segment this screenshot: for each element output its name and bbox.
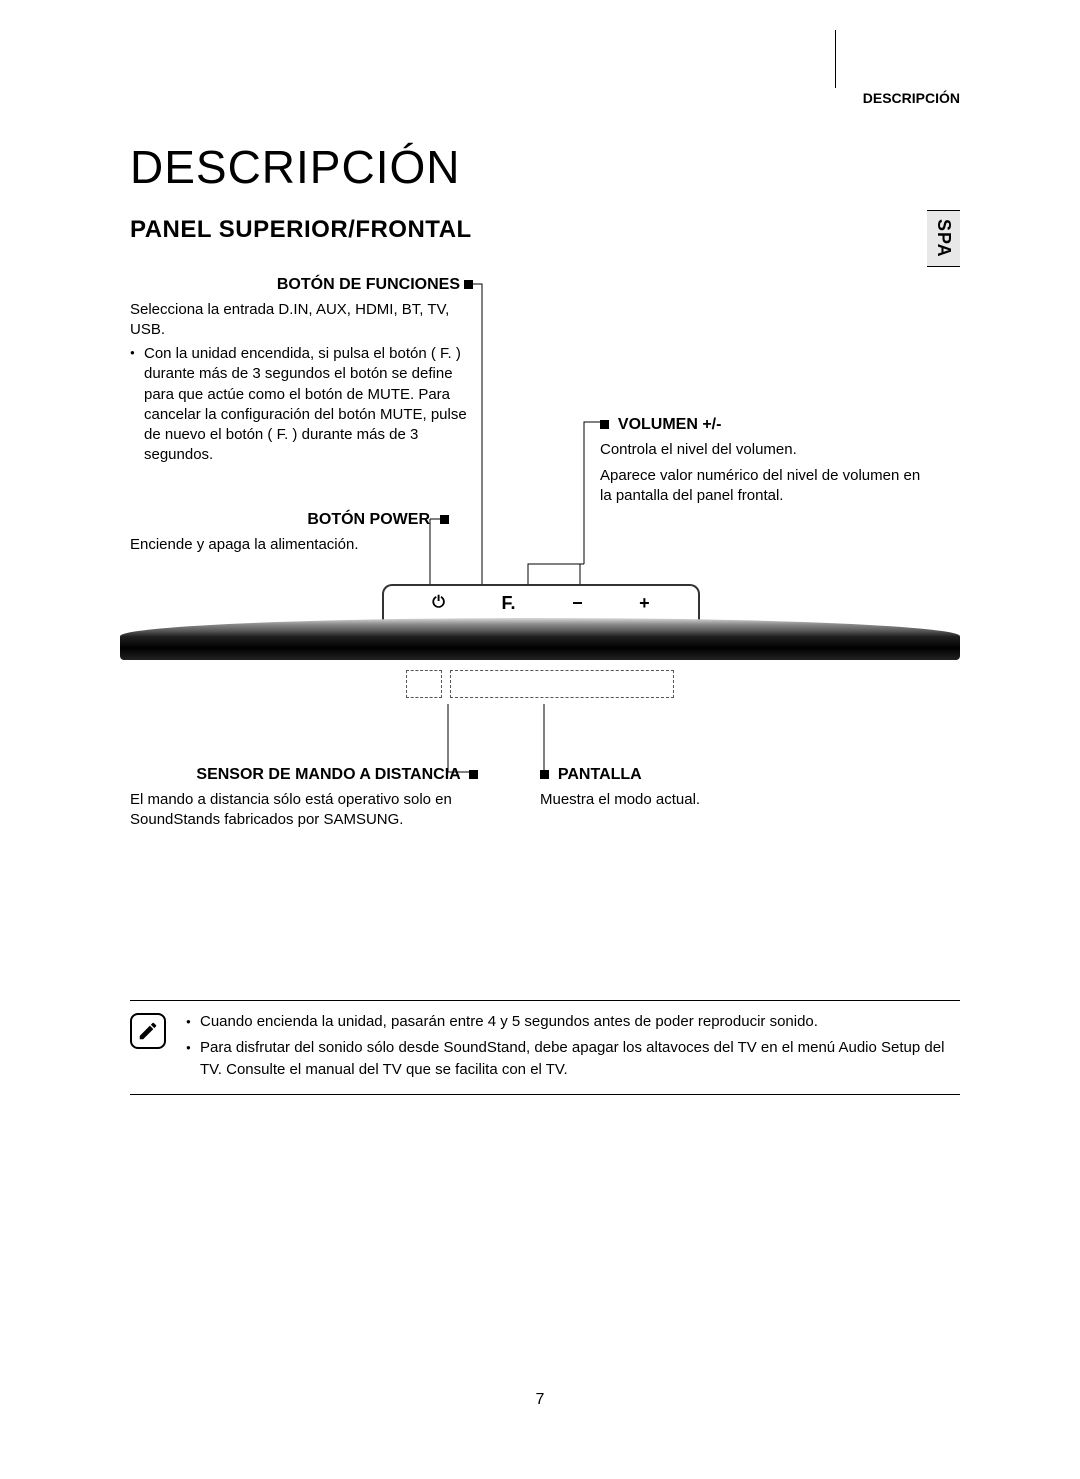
remote-sensor-box bbox=[406, 670, 442, 698]
divider bbox=[130, 1094, 960, 1095]
header-divider bbox=[835, 30, 836, 88]
device-top-panel: ⏻ F. − + bbox=[382, 584, 700, 620]
callout-title-text: SENSOR DE MANDO A DISTANCIA bbox=[196, 766, 460, 783]
callout-bullet: Con la unidad encendida, si pulsa el bot… bbox=[130, 344, 470, 466]
callout-title: BOTÓN POWER bbox=[130, 509, 440, 531]
language-tab: SPA bbox=[927, 210, 960, 267]
page-number: 7 bbox=[0, 1391, 1080, 1409]
callout-title: PANTALLA bbox=[540, 764, 790, 786]
plus-icon: + bbox=[639, 593, 650, 614]
callout-title-text: VOLUMEN +/- bbox=[618, 416, 722, 433]
device-front-panel bbox=[398, 664, 686, 712]
note-item: Para disfrutar del sonido sólo desde Sou… bbox=[186, 1037, 960, 1081]
manual-page: DESCRIPCIÓN SPA DESCRIPCIÓN PANEL SUPERI… bbox=[0, 0, 1080, 1479]
callout-desc: Selecciona la entrada D.IN, AUX, HDMI, B… bbox=[130, 300, 470, 341]
callout-desc: El mando a distancia sólo está operativo… bbox=[130, 790, 480, 831]
notes-list: Cuando encienda la unidad, pasarán entre… bbox=[186, 1011, 960, 1084]
callout-desc: Muestra el modo actual. bbox=[540, 790, 790, 810]
note-item: Cuando encienda la unidad, pasarán entre… bbox=[186, 1011, 960, 1033]
callout-title: SENSOR DE MANDO A DISTANCIA bbox=[130, 764, 480, 786]
section-title: PANEL SUPERIOR/FRONTAL bbox=[130, 216, 960, 244]
connector-box bbox=[469, 770, 478, 779]
callout-sensor: SENSOR DE MANDO A DISTANCIA El mando a d… bbox=[130, 764, 480, 830]
notes-section: Cuando encienda la unidad, pasarán entre… bbox=[130, 1000, 960, 1095]
connector-box bbox=[600, 420, 609, 429]
callout-desc: Enciende y apaga la alimentación. bbox=[130, 535, 440, 555]
diagram-area: BOTÓN DE FUNCIONES Selecciona la entrada… bbox=[130, 274, 960, 914]
page-title: DESCRIPCIÓN bbox=[130, 140, 960, 194]
pencil-icon bbox=[137, 1020, 159, 1042]
callout-title-text: PANTALLA bbox=[558, 766, 642, 783]
device-bar bbox=[120, 636, 960, 660]
callout-funciones: BOTÓN DE FUNCIONES Selecciona la entrada… bbox=[130, 274, 470, 466]
callout-pantalla: PANTALLA Muestra el modo actual. bbox=[540, 764, 790, 810]
callout-title: BOTÓN DE FUNCIONES bbox=[130, 274, 470, 296]
minus-icon: − bbox=[572, 593, 583, 614]
device-illustration: ⏻ F. − + bbox=[120, 584, 960, 714]
callout-volumen: VOLUMEN +/- Controla el nivel del volume… bbox=[600, 414, 930, 506]
callout-title: VOLUMEN +/- bbox=[600, 414, 930, 436]
connector-box bbox=[540, 770, 549, 779]
func-label: F. bbox=[502, 593, 516, 614]
callout-desc: Controla el nivel del volumen. bbox=[600, 440, 930, 460]
callout-desc: Aparece valor numérico del nivel de volu… bbox=[600, 466, 930, 507]
power-icon: ⏻ bbox=[432, 594, 445, 612]
note-icon bbox=[130, 1013, 166, 1049]
callout-power: BOTÓN POWER Enciende y apaga la alimenta… bbox=[130, 509, 440, 555]
display-box bbox=[450, 670, 674, 698]
breadcrumb: DESCRIPCIÓN bbox=[863, 90, 960, 106]
